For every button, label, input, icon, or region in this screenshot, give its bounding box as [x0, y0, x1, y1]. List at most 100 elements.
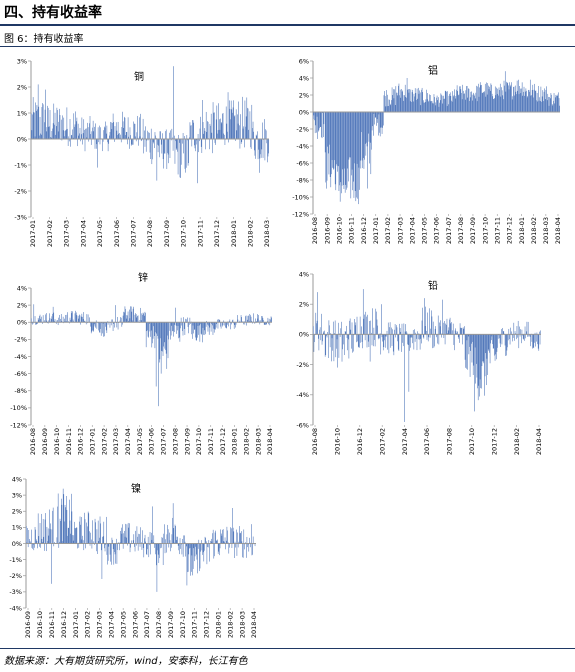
bar — [200, 322, 201, 325]
bar — [475, 334, 476, 384]
bar — [372, 112, 373, 127]
bar — [211, 132, 213, 139]
bar — [450, 323, 451, 335]
bar — [528, 334, 530, 337]
x-tick-label: 2018-02 — [530, 217, 538, 244]
bar — [516, 80, 518, 112]
bar — [318, 334, 319, 339]
bar — [207, 543, 208, 547]
bar — [367, 334, 369, 342]
bar — [91, 543, 93, 549]
x-tick-label: 2017-04 — [401, 428, 409, 455]
bar — [514, 331, 516, 335]
bar — [389, 105, 391, 112]
bar — [271, 317, 272, 323]
bar — [355, 112, 357, 202]
bar — [531, 95, 532, 112]
bar — [160, 543, 161, 549]
x-tick-label: 2017-03 — [63, 220, 71, 247]
bar — [215, 530, 216, 544]
bar — [331, 334, 332, 362]
bar — [97, 127, 99, 139]
bar — [497, 334, 499, 339]
bar — [433, 334, 435, 348]
bar — [34, 112, 35, 139]
bar — [139, 136, 141, 139]
bar — [158, 322, 159, 407]
bar — [213, 543, 215, 559]
bar — [177, 139, 179, 175]
bar — [395, 334, 397, 338]
bar — [401, 91, 403, 112]
bar — [60, 520, 61, 544]
bar — [454, 98, 456, 112]
bar — [71, 135, 73, 139]
bar — [170, 322, 171, 340]
bar — [240, 315, 242, 323]
bar — [178, 322, 180, 338]
y-tick-label: 4% — [12, 475, 22, 483]
bar — [249, 313, 251, 323]
bar — [209, 139, 210, 150]
bar — [147, 130, 148, 139]
bar — [202, 543, 204, 553]
bar — [99, 537, 100, 544]
bar — [145, 312, 146, 323]
y-tick-label: -4% — [9, 604, 22, 612]
bar — [234, 322, 236, 326]
bar — [140, 527, 141, 544]
bar — [396, 327, 398, 335]
bar — [381, 112, 383, 134]
bar — [255, 139, 256, 159]
bar — [246, 97, 248, 139]
bar — [465, 334, 466, 368]
x-tick-label: 2017-01 — [88, 428, 96, 455]
bar — [205, 322, 206, 334]
bar — [349, 318, 351, 335]
bar — [79, 314, 80, 323]
bar — [323, 112, 324, 138]
bar — [257, 139, 259, 160]
bar — [28, 530, 30, 544]
bar — [166, 534, 168, 544]
bar — [167, 322, 168, 336]
bar — [189, 543, 191, 548]
bar — [91, 131, 93, 139]
bar — [39, 135, 40, 139]
bar — [436, 97, 437, 112]
bar — [232, 112, 233, 139]
bar — [454, 330, 456, 335]
bar — [169, 139, 171, 158]
bar — [386, 90, 387, 112]
bar — [388, 334, 390, 354]
bar — [327, 112, 328, 147]
bar — [216, 105, 218, 139]
bar — [60, 119, 62, 139]
bar — [421, 89, 422, 112]
bar — [62, 130, 64, 139]
bar — [454, 334, 455, 351]
bar — [487, 83, 489, 112]
bar — [117, 543, 118, 550]
x-tick-label: 2017-08 — [171, 428, 179, 455]
bar — [59, 108, 60, 139]
bar — [386, 330, 388, 335]
bar — [138, 139, 139, 146]
bar — [183, 139, 184, 154]
bar — [239, 533, 241, 544]
bar — [70, 533, 71, 544]
bar — [425, 99, 427, 112]
bar — [82, 535, 83, 544]
bar — [204, 536, 206, 544]
bar — [70, 311, 72, 323]
bar — [215, 322, 216, 330]
bar — [388, 105, 389, 112]
x-tick-label: 2016-12 — [77, 428, 85, 455]
bar — [64, 321, 66, 323]
bar — [90, 532, 91, 544]
bar — [375, 308, 377, 335]
bar — [57, 322, 59, 326]
bar — [345, 331, 347, 335]
bar — [463, 90, 464, 112]
bar — [215, 322, 217, 328]
